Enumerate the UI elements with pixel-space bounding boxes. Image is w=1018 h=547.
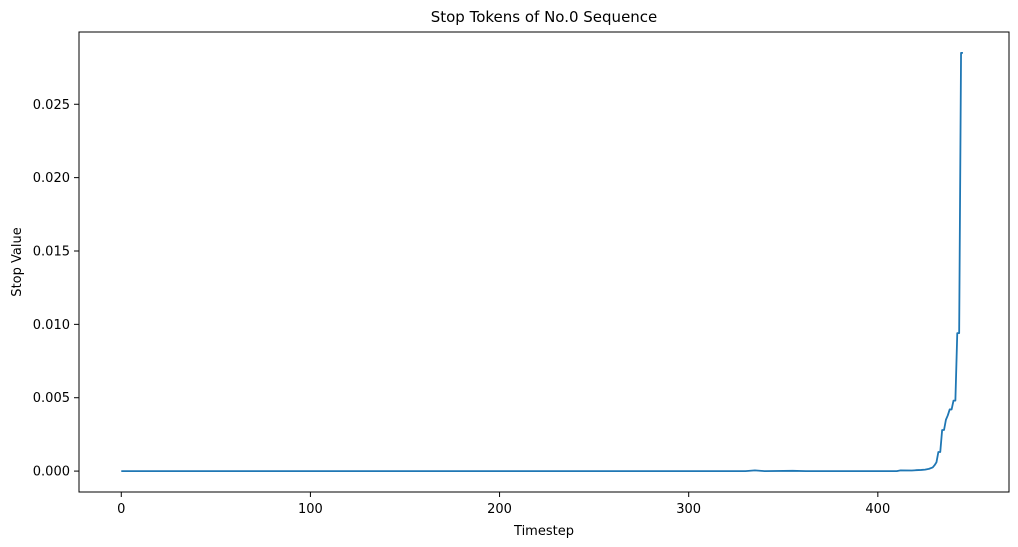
y-tick-label: 0.005 — [33, 391, 70, 406]
x-tick-label: 100 — [298, 502, 323, 517]
y-tick-label: 0.000 — [33, 465, 70, 480]
x-tick-label: 400 — [865, 502, 890, 517]
x-axis-ticks: 0 100 200 300 400 — [117, 492, 890, 517]
y-axis-title: Stop Value — [10, 227, 25, 296]
y-axis-ticks: 0.000 0.005 0.010 0.015 0.020 0.025 — [33, 98, 79, 480]
y-tick-label: 0.025 — [33, 98, 70, 113]
chart-title: Stop Tokens of No.0 Sequence — [431, 8, 658, 26]
series-line — [121, 52, 963, 472]
y-tick-label: 0.015 — [33, 244, 70, 259]
plot-frame — [78, 31, 1010, 493]
x-tick-label: 0 — [117, 502, 125, 517]
x-tick-label: 200 — [487, 502, 512, 517]
x-axis-title: Timestep — [513, 524, 574, 539]
y-tick-label: 0.020 — [33, 171, 70, 186]
x-tick-label: 300 — [676, 502, 701, 517]
y-tick-label: 0.010 — [33, 318, 70, 333]
